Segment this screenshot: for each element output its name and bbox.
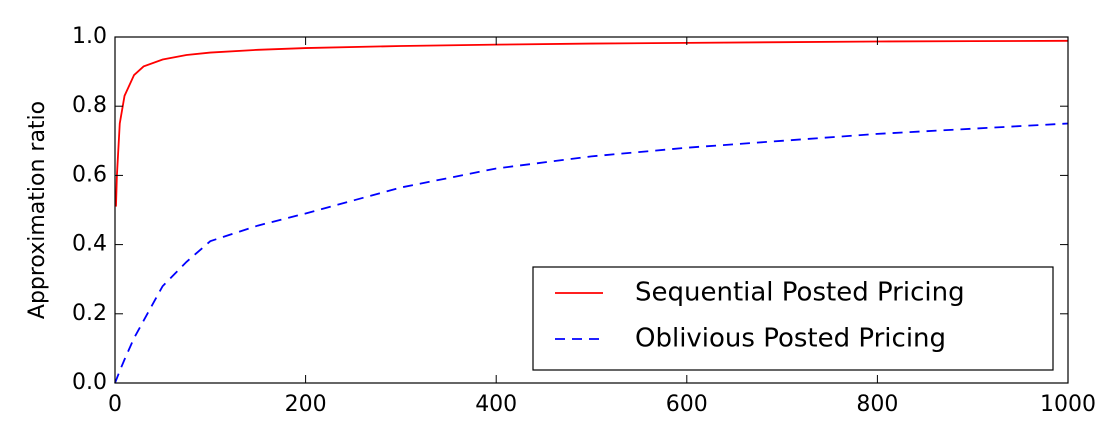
legend-label: Oblivious Posted Pricing xyxy=(635,324,946,354)
x-tick-label: 800 xyxy=(856,392,898,417)
y-tick-label: 1.0 xyxy=(72,24,107,49)
y-axis-label: Approximation ratio xyxy=(25,101,50,319)
x-tick-label: 400 xyxy=(475,392,517,417)
y-tick-label: 0.6 xyxy=(72,162,107,187)
x-tick-label: 600 xyxy=(666,392,708,417)
plot-frame xyxy=(114,36,1069,384)
legend-label: Sequential Posted Pricing xyxy=(635,278,965,308)
y-tick-label: 0.8 xyxy=(72,93,107,118)
y-tick-label: 0.2 xyxy=(72,301,107,326)
y-tick-label: 0.0 xyxy=(72,370,107,395)
line-series xyxy=(115,39,1069,207)
x-tick-label: 1000 xyxy=(1040,392,1096,417)
line-series xyxy=(114,122,1069,384)
x-tick-label: 0 xyxy=(108,392,122,417)
y-tick-label: 0.4 xyxy=(72,232,107,257)
legend-box xyxy=(532,266,1054,371)
x-tick-label: 200 xyxy=(285,392,327,417)
